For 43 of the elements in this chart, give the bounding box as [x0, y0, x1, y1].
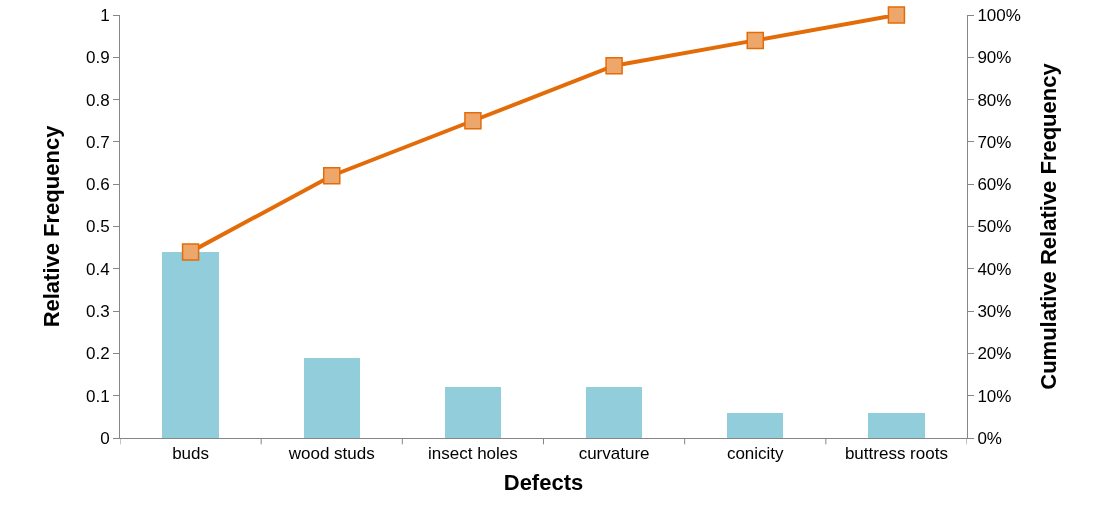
y-tick-label: 0.7 [85, 132, 110, 152]
x-tick-label: buttress roots [844, 444, 948, 464]
x-tick-label: conicity [726, 444, 785, 464]
y2-tick-label: 20% [977, 344, 1012, 364]
x-tick-label: insect holes [428, 444, 518, 464]
x-tick-label: wood studs [287, 444, 375, 464]
y-tick-label: 0.1 [85, 386, 110, 406]
bar [727, 413, 783, 438]
y-axis-title: Relative Frequency [38, 124, 64, 328]
y-tick-label: 1 [100, 5, 110, 25]
y-tick-label: 0.5 [85, 217, 110, 237]
y2-tick-label: 40% [977, 259, 1012, 279]
bar [445, 387, 501, 438]
x-tick-label: buds [172, 444, 210, 464]
y2-tick-label: 50% [977, 217, 1012, 237]
y2-tick-label: 80% [977, 90, 1012, 110]
y-tick-label: 0.9 [85, 48, 110, 68]
y2-axis-title: Cumulative Relative Frequency [1035, 62, 1061, 390]
point [464, 112, 482, 130]
point [323, 166, 341, 185]
y-tick-label: 0 [100, 428, 110, 448]
bar [586, 387, 642, 438]
y2-tick-label: 70% [977, 132, 1012, 152]
point [746, 31, 764, 50]
y-tick-label: 0.8 [85, 90, 110, 110]
y-tick-label: 0.3 [85, 302, 110, 322]
y-tick-label: 0.6 [85, 175, 110, 195]
bar [868, 413, 925, 438]
point [605, 57, 623, 75]
y-tick-label: 0.4 [85, 259, 110, 279]
y2-tick-label: 30% [977, 302, 1012, 322]
y-tick-label: 0.2 [85, 344, 110, 364]
y2-tick-label: 100% [977, 5, 1021, 25]
y2-tick-label: 10% [977, 386, 1012, 406]
y2-tick-label: 90% [977, 48, 1012, 68]
x-axis-title: Defects [503, 470, 584, 496]
point [181, 243, 200, 261]
x-tick-label: curvature [578, 444, 650, 464]
bar [162, 252, 219, 438]
y2-tick-label: 60% [977, 175, 1012, 195]
bar [304, 358, 360, 438]
y2-tick-label: 0% [977, 428, 1002, 448]
point [887, 6, 906, 24]
